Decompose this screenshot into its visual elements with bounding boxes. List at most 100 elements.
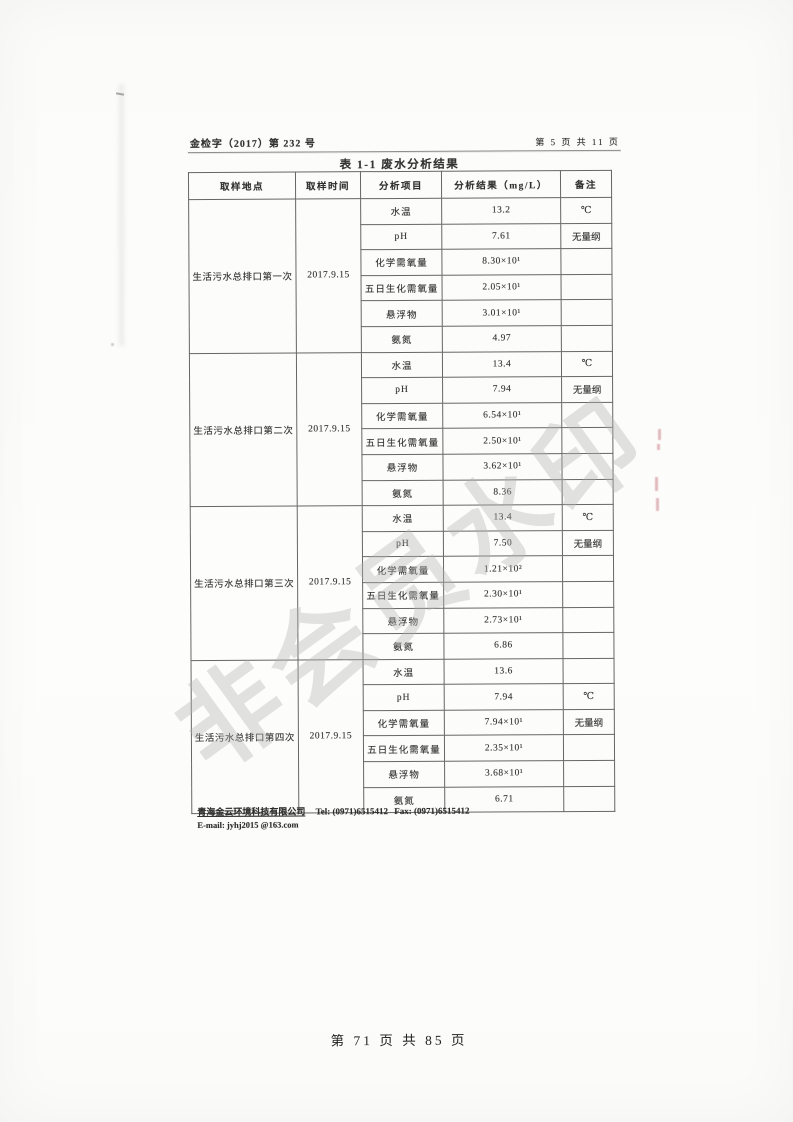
- analysis-result-cell: 6.86: [443, 632, 564, 659]
- sampling-location-cell: 生活污水总排口第四次: [191, 659, 299, 814]
- analysis-item-cell: 五日生化需氧量: [361, 428, 443, 455]
- scan-red-bleed-mark: [655, 477, 658, 491]
- analysis-item-cell: 水温: [361, 351, 443, 378]
- remark-cell: [563, 658, 615, 684]
- fax-label: Fax:: [394, 805, 412, 817]
- remark-cell: [562, 478, 614, 505]
- remark-cell: 无量纲: [561, 376, 613, 403]
- remark-cell: [563, 734, 615, 761]
- scan-edge-streak: [119, 84, 124, 346]
- company-footer: 青海金云环境科技有限公司 Tel: (0971)6515412 Fax: (09…: [197, 803, 637, 830]
- remark-cell: [560, 248, 613, 275]
- column-header-result: 分析结果（mg/L）: [441, 170, 561, 199]
- analysis-result-cell: 8.30×10¹: [441, 248, 562, 276]
- remark-cell: [562, 581, 614, 608]
- analysis-result-cell: 2.30×10¹: [443, 581, 563, 608]
- sampling-time-cell: 2017.9.15: [297, 505, 364, 660]
- analysis-result-cell: 13.6: [444, 658, 564, 685]
- scan-red-bleed-mark: [658, 429, 661, 440]
- analysis-result-cell: 13.2: [441, 197, 561, 224]
- sampling-location-cell: 生活污水总排口第一次: [188, 199, 297, 354]
- sampling-time-cell: 2017.9.15: [296, 352, 363, 507]
- table-row: 生活污水总排口第四次 2017.9.15 水温 13.6: [191, 658, 615, 814]
- tel-number: (0971)6515412: [332, 806, 389, 817]
- analysis-item-cell: 水温: [362, 505, 444, 532]
- analysis-result-cell: 8.36: [443, 479, 563, 506]
- analysis-result-cell: 7.50: [443, 530, 563, 557]
- analysis-item-cell: 氨氮: [361, 326, 443, 353]
- analysis-table-body: 生活污水总排口第一次 2017.9.15 水温 13.2 ℃ pH 7.61 无量纲 化学需氧量…: [188, 197, 615, 814]
- remark-cell: [561, 325, 613, 352]
- header-divider: [187, 149, 621, 154]
- email-address: jyhj2015 @163.com: [226, 819, 299, 830]
- analysis-result-cell: 7.94×10¹: [444, 709, 564, 736]
- analysis-result-cell: 7.94: [442, 376, 562, 404]
- analysis-item-cell: 悬浮物: [361, 300, 443, 327]
- remark-cell: [563, 760, 615, 787]
- analysis-item-cell: 化学需氧量: [360, 249, 443, 276]
- page-number-footer: 第 71 页 共 85 页: [330, 1032, 468, 1049]
- email-label: E-mail:: [197, 819, 225, 831]
- analysis-item-cell: 五日生化需氧量: [362, 582, 444, 609]
- company-name: 青海金云环境科技有限公司: [197, 806, 306, 818]
- remark-cell: ℃: [560, 197, 612, 224]
- sampling-location-cell: 生活污水总排口第三次: [190, 506, 299, 661]
- analysis-item-cell: 氨氮: [362, 479, 444, 506]
- remark-cell: [561, 402, 613, 428]
- company-email-line: E-mail: jyhj2015 @163.com: [197, 818, 637, 831]
- analysis-item-cell: 五日生化需氧量: [363, 735, 445, 762]
- remark-cell: [562, 555, 614, 582]
- remark-cell: ℃: [562, 504, 614, 531]
- remark-cell: 无量纲: [560, 222, 612, 249]
- analysis-item-cell: 化学需氧量: [363, 710, 445, 737]
- analysis-item-cell: 五日生化需氧量: [361, 275, 443, 302]
- remark-cell: 无量纲: [563, 709, 615, 736]
- column-header-remark: 备注: [560, 170, 612, 198]
- analysis-result-cell: 7.94: [444, 683, 564, 711]
- analysis-item-cell: pH: [360, 223, 442, 250]
- analysis-result-cell: 13.4: [442, 351, 562, 378]
- column-header-time: 取样时间: [295, 171, 361, 200]
- remark-cell: [562, 606, 614, 633]
- column-header-item: 分析项目: [360, 171, 442, 199]
- analysis-result-cell: 3.68×10¹: [444, 760, 564, 787]
- analysis-result-cell: 3.62×10¹: [442, 453, 563, 480]
- analysis-item-cell: 水温: [363, 658, 445, 685]
- scan-edge-dot: [111, 343, 114, 346]
- analysis-item-cell: 悬浮物: [361, 454, 444, 481]
- wastewater-analysis-table: 取样地点 取样时间 分析项目 分析结果（mg/L） 备注 生活污水总排口第一次 2…: [187, 169, 616, 815]
- analysis-item-cell: 水温: [360, 198, 442, 225]
- remark-cell: [561, 299, 613, 326]
- analysis-result-cell: 2.35×10¹: [444, 735, 564, 762]
- analysis-result-cell: 13.4: [443, 504, 563, 531]
- analysis-result-cell: 4.97: [442, 325, 562, 352]
- analysis-item-cell: 氨氮: [362, 633, 445, 660]
- analysis-item-cell: 悬浮物: [363, 761, 445, 788]
- document-number: 金检字（2017）第 232 号: [189, 138, 316, 151]
- column-header-location: 取样地点: [188, 172, 296, 200]
- fax-number: (0971)6515412: [413, 805, 470, 816]
- analysis-result-cell: 2.73×10¹: [443, 607, 563, 634]
- company-contact-line: 青海金云环境科技有限公司 Tel: (0971)6515412 Fax: (09…: [197, 803, 637, 818]
- analysis-item-cell: pH: [362, 530, 444, 557]
- table-header-row: 取样地点 取样时间 分析项目 分析结果（mg/L） 备注: [188, 170, 612, 200]
- scan-red-bleed-mark: [656, 498, 659, 511]
- remark-cell: [561, 453, 614, 480]
- analysis-item-cell: pH: [361, 377, 443, 404]
- remark-cell: 无量纲: [562, 530, 614, 556]
- analysis-result-cell: 2.50×10¹: [442, 427, 562, 455]
- table-row: 生活污水总排口第三次 2017.9.15 水温 13.4 ℃: [190, 504, 614, 661]
- remark-cell: [561, 274, 613, 301]
- table-row: 生活污水总排口第二次 2017.9.15 水温 13.4 ℃: [189, 350, 613, 507]
- analysis-item-cell: 化学需氧量: [361, 403, 443, 430]
- sampling-location-cell: 生活污水总排口第二次: [189, 352, 298, 507]
- analysis-result-cell: 1.21×10²: [443, 555, 563, 583]
- table-row: 生活污水总排口第一次 2017.9.15 水温 13.2 ℃: [188, 197, 612, 354]
- analysis-item-cell: pH: [363, 684, 445, 711]
- remark-cell: [562, 632, 615, 659]
- remark-cell: [561, 427, 613, 454]
- remark-cell: ℃: [563, 683, 615, 710]
- analysis-result-cell: 6.54×10¹: [442, 402, 562, 429]
- sampling-time-cell: 2017.9.15: [298, 659, 364, 814]
